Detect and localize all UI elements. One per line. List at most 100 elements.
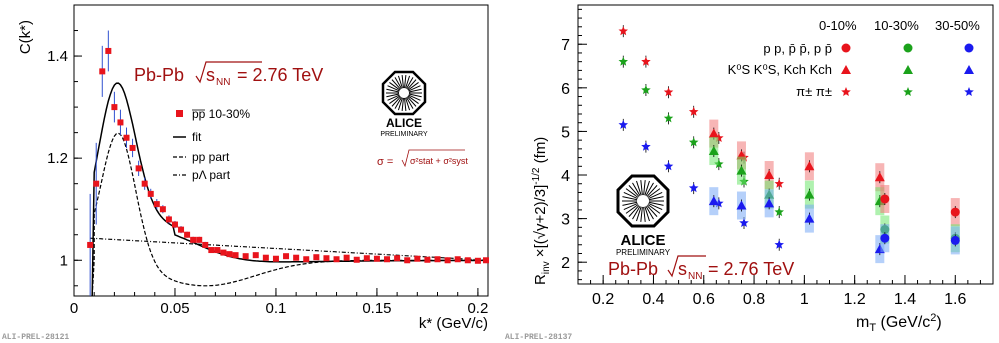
legend-label-pp: pp 10-30% — [192, 107, 250, 121]
legend-label-plambda-part: pΛ part — [192, 168, 231, 182]
data-point — [663, 113, 674, 123]
data-point — [384, 256, 391, 263]
data-point — [663, 161, 674, 171]
data-point — [135, 165, 142, 172]
left-y-tick-label: 1.4 — [47, 48, 68, 65]
right-x-tick-label: 0.2 — [592, 291, 614, 308]
sigma-label: σ = — [377, 156, 393, 168]
alice-logo-right: ALICE PRELIMINARY — [616, 174, 671, 257]
data-point — [641, 141, 651, 151]
right-y-tick-label: 2 — [561, 255, 570, 272]
data-point — [874, 172, 885, 182]
fit-curve — [91, 82, 486, 297]
left-x-ticks: 0 0.05 0.1 0.15 0.2 — [70, 288, 488, 317]
data-point — [950, 207, 960, 217]
logo-ray — [386, 93, 400, 98]
logo-ray — [623, 202, 638, 210]
data-point — [618, 119, 628, 129]
left-sqrt-s: s — [206, 65, 215, 85]
data-point — [171, 221, 178, 228]
right-x-ticks: 0.2 0.4 0.6 0.8 1 1.2 1.4 1.6 — [590, 275, 981, 308]
data-point — [424, 256, 431, 263]
right-xlabel-rest: (GeV/c — [876, 314, 930, 331]
data-point — [804, 161, 815, 171]
svg-text:Rinv ×[(√γ+2)/3]-1/2 (fm): Rinv ×[(√γ+2)/3]-1/2 (fm) — [531, 137, 552, 285]
logo-ray — [644, 180, 650, 196]
data-point — [708, 196, 719, 206]
data-point — [165, 216, 172, 223]
left-data-points — [87, 30, 489, 296]
right-ylabel-r: R — [532, 274, 549, 285]
data-point — [153, 201, 160, 208]
data-point — [804, 189, 815, 199]
alice-logo-sub-left: PRELIMINARY — [380, 131, 428, 138]
left-y-ticks: 1 1.2 1.4 — [47, 30, 82, 287]
data-point — [641, 85, 651, 95]
data-point — [232, 252, 239, 259]
legend-label-pp-part: pp part — [192, 150, 230, 164]
sigma-terms: σ²stat + σ²syst — [410, 156, 468, 166]
alice-logo-left: ALICE PRELIMINARY — [380, 70, 428, 138]
right-footer-id: ALI-PREL-28137 — [505, 333, 572, 342]
logo-ray — [404, 97, 407, 111]
logo-ray — [644, 206, 650, 222]
right-x-tick-label: 1 — [800, 291, 809, 308]
left-curves — [90, 82, 487, 297]
legend-marker — [841, 43, 851, 53]
data-point — [950, 235, 960, 245]
right-xlabel-m: m — [856, 314, 869, 331]
right-panel: 0.2 0.4 0.6 0.8 1 1.2 1.4 1.6 2 3 4 5 6 7 Rinv ×[(√γ… — [505, 4, 994, 342]
logo-ray — [401, 97, 404, 111]
logo-ray — [622, 201, 638, 206]
logo-ray — [628, 185, 640, 197]
data-point — [774, 239, 784, 249]
logo-ray — [405, 97, 411, 111]
alice-logo-text-left: ALICE — [386, 116, 422, 130]
logo-ray — [386, 88, 400, 93]
logo-ray — [389, 82, 401, 91]
logo-ray — [401, 75, 404, 89]
right-legend-markers — [841, 43, 974, 96]
logo-ray — [647, 188, 661, 198]
logo-ray — [646, 205, 658, 217]
data-point — [688, 183, 699, 193]
legend-marker — [964, 43, 974, 53]
logo-ray — [645, 182, 654, 197]
right-y-tick-label: 6 — [561, 81, 570, 98]
data-point — [99, 68, 106, 75]
right-y-ticks: 2 3 4 5 6 7 — [561, 8, 587, 281]
logo-ray — [648, 192, 663, 200]
legend-row-protons: p p, p̄ p̄, p p̄ — [763, 41, 832, 56]
right-xlabel-sup: 2 — [930, 312, 936, 324]
legend-cent-1: 10-30% — [874, 18, 919, 33]
data-point — [283, 253, 290, 260]
logo-ray — [648, 201, 664, 206]
data-point — [272, 255, 279, 262]
data-point — [444, 257, 451, 264]
right-xlabel-close: ) — [936, 314, 941, 331]
legend-marker — [841, 65, 851, 74]
data-point — [464, 257, 471, 264]
logo-ray — [640, 180, 643, 196]
left-energy-label: = 2.76 TeV — [237, 65, 323, 85]
data-point — [147, 190, 154, 197]
logo-ray — [389, 95, 401, 104]
logo-ray — [632, 182, 641, 197]
logo-ray — [636, 206, 642, 222]
data-point — [774, 178, 784, 188]
left-x-tick-label: 0 — [70, 300, 78, 317]
logo-ray — [394, 97, 402, 109]
right-ylabel-rest: ×[(√γ+2)/3] — [532, 185, 549, 262]
data-point — [117, 119, 124, 126]
right-y-tick-label: 7 — [561, 37, 570, 54]
legend-marker — [841, 87, 851, 96]
data-point — [714, 198, 724, 208]
right-x-axis-label: mT (GeV/c2) — [856, 312, 942, 334]
data-point — [736, 200, 747, 210]
left-x-tick-label: 0.2 — [467, 300, 488, 317]
data-point — [323, 255, 330, 262]
data-point — [736, 165, 747, 175]
legend-marker-pp — [176, 110, 183, 117]
right-x-tick-label: 1.2 — [844, 291, 866, 308]
